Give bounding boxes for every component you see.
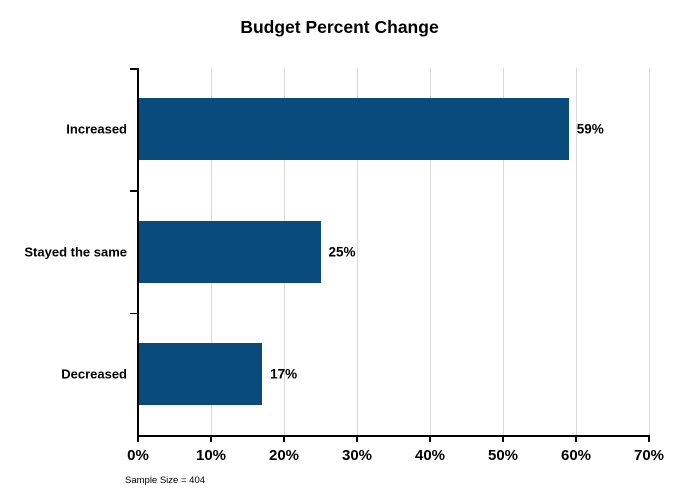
gridline-60 <box>575 68 577 435</box>
y-axis-tick <box>130 190 137 192</box>
gridline-30 <box>356 68 358 435</box>
x-tick-label-50: 50% <box>487 447 519 464</box>
y-axis-tick <box>130 312 137 315</box>
sample-size-note: Sample Size = 404 <box>125 475 206 486</box>
x-tick-label-0: 0% <box>127 447 149 464</box>
category-label-decreased: Decreased <box>61 366 127 382</box>
plot-area: 59% 25% 17% <box>138 68 650 435</box>
bar-decreased <box>138 342 263 405</box>
x-tick-label-60: 60% <box>560 447 592 464</box>
bar-stayed-the-same <box>138 220 321 283</box>
bar-increased <box>138 98 569 161</box>
value-label-decreased: 17% <box>270 366 298 382</box>
x-axis-tick-20 <box>283 435 285 442</box>
y-axis-line <box>136 68 139 437</box>
x-axis-tick-50 <box>502 435 504 442</box>
category-label-stayed-the-same: Stayed the same <box>24 244 127 259</box>
gridline-50 <box>502 68 504 435</box>
gridline-40 <box>429 68 431 435</box>
x-axis-tick-30 <box>356 435 358 442</box>
chart-title: Budget Percent Change <box>240 17 439 37</box>
x-axis-tick-0 <box>137 435 139 442</box>
x-axis-tick-10 <box>210 435 212 442</box>
x-tick-label-30: 30% <box>341 447 373 464</box>
x-axis-line <box>136 435 650 437</box>
x-tick-label-10: 10% <box>195 447 227 464</box>
x-tick-label-20: 20% <box>268 447 300 464</box>
y-axis-tick <box>130 68 137 70</box>
x-tick-label-40: 40% <box>414 447 446 464</box>
value-label-increased: 59% <box>576 121 604 137</box>
x-tick-label-70: 70% <box>633 447 665 464</box>
x-axis-tick-40 <box>429 435 431 442</box>
value-label-stayed-the-same: 25% <box>328 244 356 259</box>
category-label-increased: Increased <box>66 121 127 137</box>
gridline-70 <box>648 68 650 435</box>
x-axis-tick-70 <box>648 435 650 442</box>
x-axis-tick-60 <box>575 435 577 442</box>
